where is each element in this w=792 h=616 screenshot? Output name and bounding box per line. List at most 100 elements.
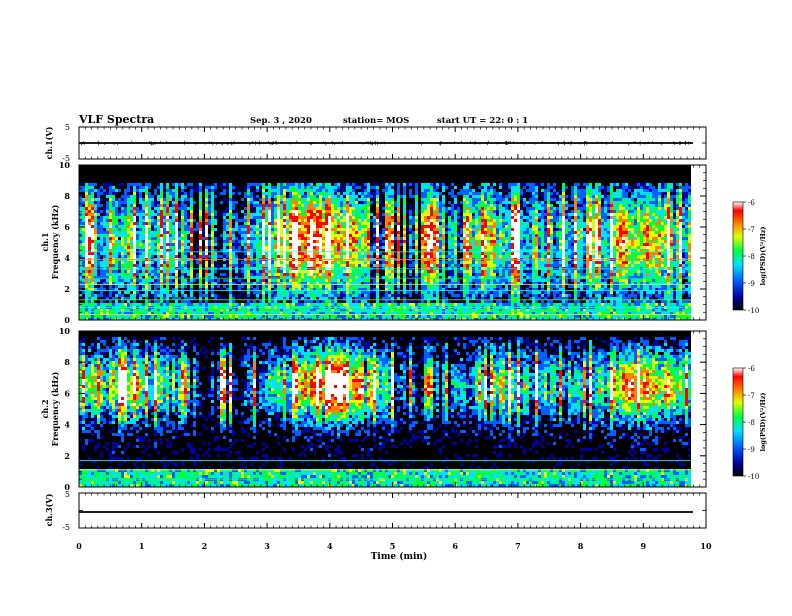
spectrogram-cell [154, 279, 157, 282]
spectrogram-cell [115, 237, 118, 240]
spectrogram-cell [385, 285, 388, 288]
spectrogram-cell [136, 261, 139, 264]
spectrogram-cell [319, 225, 322, 228]
spectrogram-cell [283, 198, 286, 201]
spectrogram-cell [343, 189, 346, 192]
spectrogram-cell [145, 213, 148, 216]
spectrogram-cell [427, 291, 430, 294]
spectrogram-cell [169, 231, 172, 234]
spectrogram-cell [337, 192, 340, 195]
spectrogram-cell [328, 189, 331, 192]
spectrogram-cell [250, 204, 253, 207]
spectrogram-cell [106, 234, 109, 237]
spectrogram-cell [208, 204, 211, 207]
spectrogram-cell [433, 291, 436, 294]
spectrogram-cell [175, 228, 178, 231]
spectrogram-cell [133, 207, 136, 210]
spectrogram-cell [172, 210, 175, 213]
spectrogram-cell [331, 279, 334, 282]
spectrogram-cell [367, 303, 370, 306]
spectrogram-cell [325, 186, 328, 189]
spectrogram-cell [139, 204, 142, 207]
spectrogram-cell [340, 264, 343, 267]
spectrogram-cell [145, 246, 148, 249]
spectrogram-cell [325, 207, 328, 210]
spectrogram-cell [352, 219, 355, 222]
spectrogram-cell [157, 186, 160, 189]
spectrogram-cell [373, 225, 376, 228]
spectrogram-cell [148, 303, 151, 306]
spectrogram-cell [265, 231, 268, 234]
spectrogram-cell [121, 198, 124, 201]
spectrogram-cell [244, 243, 247, 246]
spectrogram-cell [229, 231, 232, 234]
spectrogram-cell [271, 291, 274, 294]
spectrogram-cell [310, 243, 313, 246]
spectrogram-cell [319, 231, 322, 234]
spectrogram-cell [280, 294, 283, 297]
spectrogram-cell [247, 192, 250, 195]
spectrogram-cell [229, 201, 232, 204]
spectrogram-cell [346, 264, 349, 267]
spectrogram-cell [418, 303, 421, 306]
spectrogram-cell [97, 291, 100, 294]
spectrogram-cell [205, 279, 208, 282]
spectrogram-cell [169, 219, 172, 222]
spectrogram-cell [388, 261, 391, 264]
spectrogram-cell [403, 207, 406, 210]
spectrogram-cell [427, 219, 430, 222]
spectrogram-cell [316, 225, 319, 228]
spectrogram-cell [280, 291, 283, 294]
spectrogram-cell [199, 225, 202, 228]
spectrogram-cell [151, 210, 154, 213]
spectrogram-cell [142, 294, 145, 297]
spectrogram-cell [325, 273, 328, 276]
spectrogram-cell [328, 246, 331, 249]
spectrogram-cell [235, 303, 238, 306]
spectrogram-cell [169, 264, 172, 267]
spectrogram-cell [241, 231, 244, 234]
spectrogram-cell [199, 285, 202, 288]
spectrogram-cell [376, 231, 379, 234]
spectrogram-cell [259, 216, 262, 219]
spectrogram-cell [166, 231, 169, 234]
spectrogram-cell [139, 186, 142, 189]
spectrogram-cell [115, 222, 118, 225]
spectrogram-cell [121, 195, 124, 198]
spectrogram-cell [139, 231, 142, 234]
spectrogram-cell [277, 240, 280, 243]
spectrogram-cell [223, 273, 226, 276]
spectrogram-cell [190, 264, 193, 267]
spectrogram-cell [139, 237, 142, 240]
spectrogram-cell [307, 294, 310, 297]
spectrogram-cell [334, 219, 337, 222]
spectrogram-cell [310, 237, 313, 240]
spectrogram-cell [286, 228, 289, 231]
spectrogram-cell [292, 216, 295, 219]
spectrogram-cell [265, 279, 268, 282]
spectrogram-cell [292, 192, 295, 195]
spectrogram-cell [184, 303, 187, 306]
spectrogram-cell [262, 264, 265, 267]
spectrogram-cell [313, 285, 316, 288]
spectrogram-cell [124, 303, 127, 306]
spectrogram-cell [178, 198, 181, 201]
spectrogram-cell [115, 216, 118, 219]
spectrogram-cell [391, 219, 394, 222]
spectrogram-cell [322, 279, 325, 282]
spectrogram-cell [271, 228, 274, 231]
spectrogram-cell [364, 240, 367, 243]
spectrogram-cell [316, 213, 319, 216]
spectrogram-cell [274, 294, 277, 297]
spectrogram-cell [160, 228, 163, 231]
spectrogram-cell [160, 294, 163, 297]
spectrogram-cell [343, 300, 346, 303]
spectrogram-cell [190, 210, 193, 213]
spectrogram-cell [118, 234, 121, 237]
spectrogram-cell [322, 291, 325, 294]
spectrogram-cell [379, 303, 382, 306]
spectrogram-cell [208, 261, 211, 264]
spectrogram-cell [256, 255, 259, 258]
spectrogram-cell [271, 270, 274, 273]
spectrogram-cell [208, 210, 211, 213]
